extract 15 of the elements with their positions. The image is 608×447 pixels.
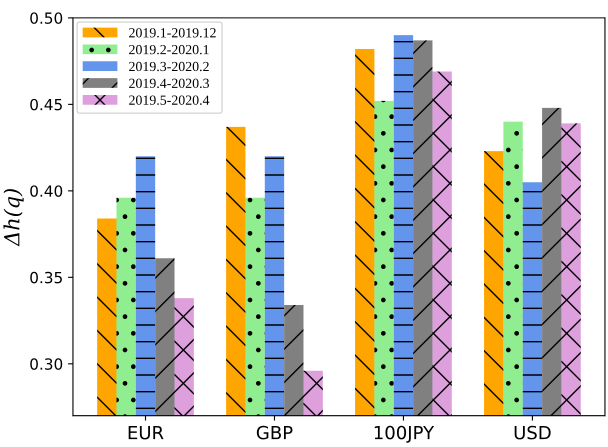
y-axis-title: Δh(q) [4, 189, 24, 246]
x-tick-label: GBP [256, 426, 292, 440]
x-tick-label: USD [514, 426, 551, 440]
legend-label: 2019.3-2020.2 [129, 62, 209, 72]
y-tick-label: 0.50 [30, 12, 62, 24]
legend-label: 2019.1-2019.12 [129, 28, 216, 38]
y-tick-label: 0.45 [30, 98, 62, 110]
x-tick-label: 100JPY [374, 426, 434, 443]
y-tick-label: 0.35 [30, 272, 62, 284]
legend-label: 2019.4-2020.3 [129, 78, 209, 88]
legend-label: 2019.2-2020.1 [129, 44, 209, 54]
y-tick-label: 0.30 [30, 358, 62, 370]
x-tick-label: EUR [128, 426, 164, 440]
legend-label: 2019.5-2020.4 [129, 95, 210, 105]
y-tick-label: 0.40 [30, 185, 62, 197]
